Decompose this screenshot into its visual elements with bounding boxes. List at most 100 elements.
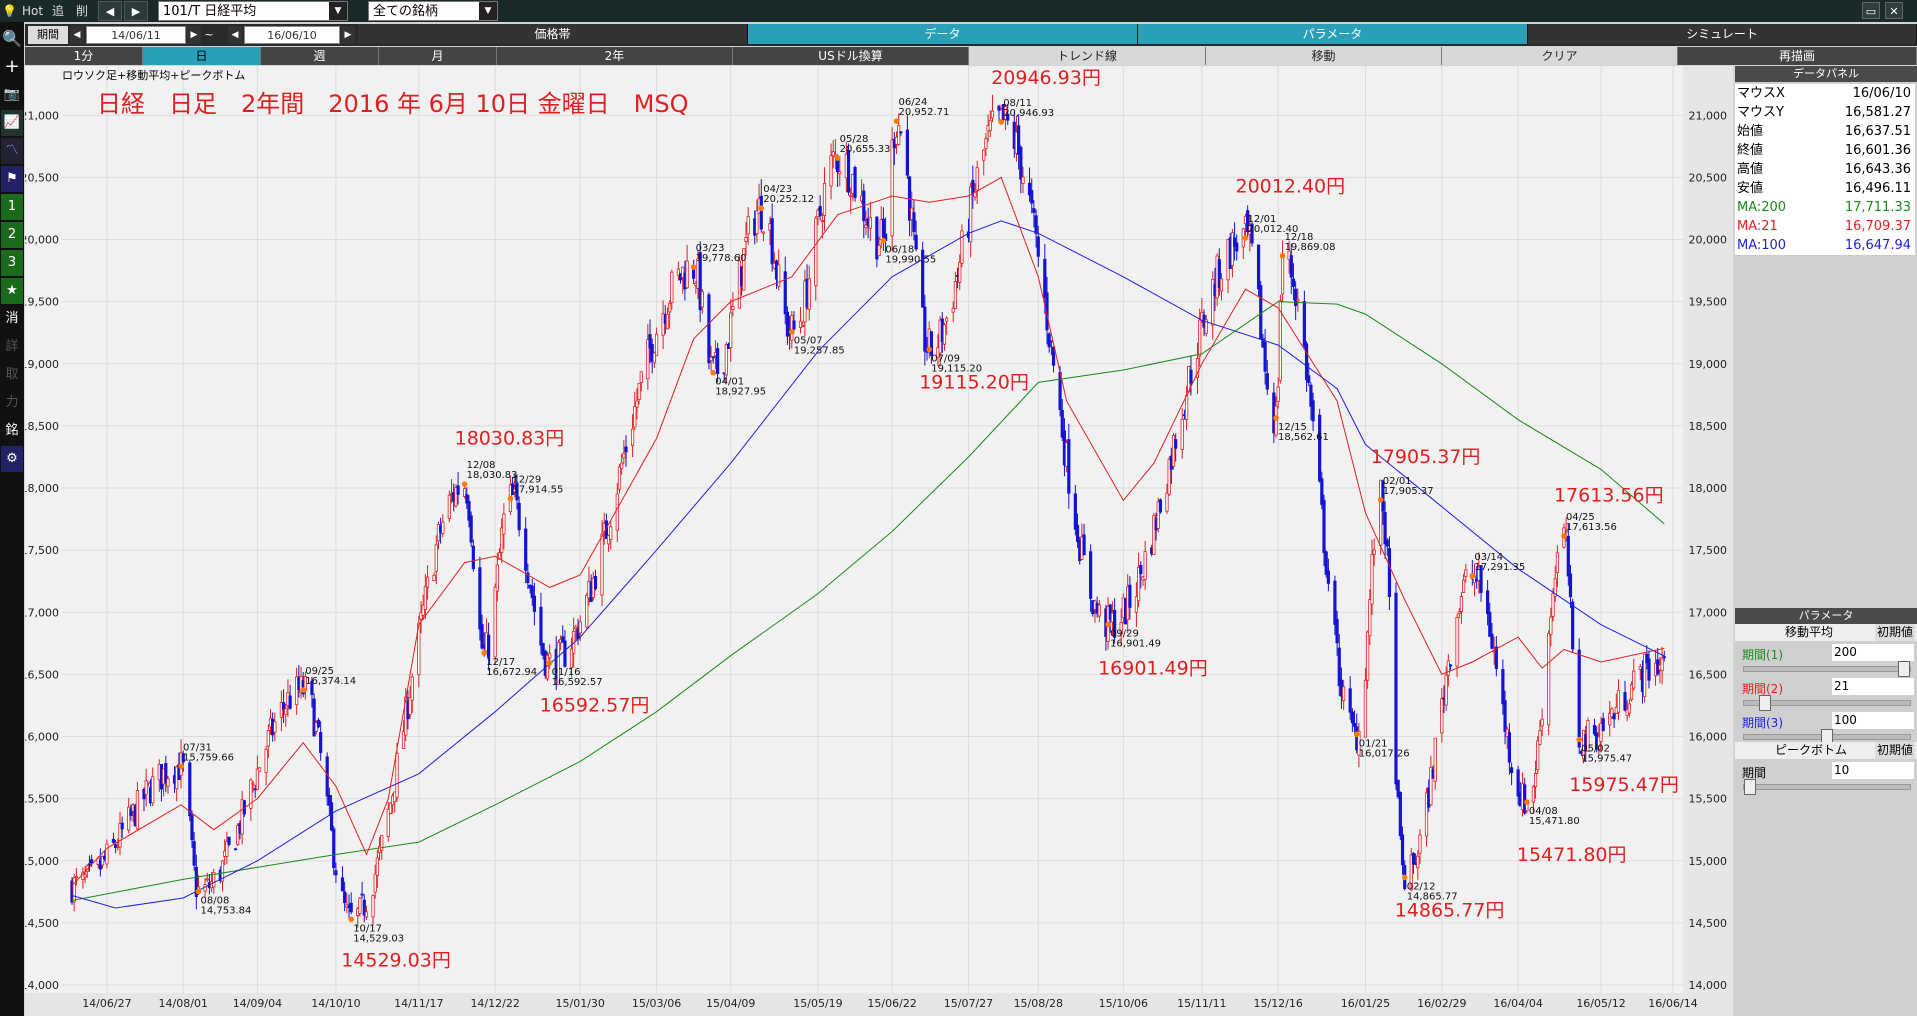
candle-body — [617, 466, 622, 490]
camera-tool-icon[interactable]: 📷 — [3, 87, 21, 102]
preset-1-button[interactable]: 1 — [1, 194, 23, 220]
candle-body — [360, 893, 364, 896]
chart-tool-icon[interactable]: 📈 — [1, 110, 23, 136]
candle-body — [465, 494, 469, 504]
candle-body — [192, 841, 196, 866]
hot-button[interactable]: Hot — [22, 4, 44, 18]
reset-pb-button[interactable]: 初期値 — [1874, 742, 1915, 759]
erase-button[interactable]: 消 — [5, 311, 19, 326]
param-value-input[interactable]: 21 — [1832, 678, 1914, 695]
candle-body — [1444, 674, 1448, 706]
minimize-button[interactable]: ▭ — [1862, 2, 1880, 19]
tab-weekly[interactable]: 週 — [261, 47, 379, 65]
tab-1min[interactable]: 1分 — [25, 47, 143, 65]
next-symbol-button[interactable]: ▶ — [124, 1, 148, 21]
chevron-right-icon[interactable]: ▶ — [341, 26, 355, 44]
symbol-select[interactable]: 101/T 日経平均 ▼ — [158, 1, 348, 21]
chevron-down-icon[interactable]: ▼ — [479, 2, 497, 20]
candle-body — [500, 527, 504, 553]
input-button[interactable]: 力 — [5, 395, 19, 410]
price-chart[interactable]: 14,000 14,000 14,500 14,500 15,000 15,000 15,5… — [25, 66, 1733, 1016]
delete-button[interactable]: 削 — [76, 4, 89, 18]
candle-body — [1568, 573, 1573, 598]
date-to-input[interactable]: 16/06/10 — [244, 26, 340, 44]
param-value-input[interactable]: 200 — [1832, 644, 1914, 661]
chevron-left-icon[interactable]: ◀ — [70, 26, 84, 44]
close-button[interactable]: ✕ — [1885, 2, 1903, 19]
peak-date-label: 07/31 — [183, 742, 212, 753]
candle-body — [761, 231, 766, 234]
tab-parameter[interactable]: パラメータ — [1138, 24, 1528, 44]
prev-symbol-button[interactable]: ◀ — [98, 1, 122, 21]
tab-2year[interactable]: 2年 — [497, 47, 733, 65]
candle-body — [1320, 478, 1324, 505]
line-tool-icon[interactable]: 〽 — [1, 138, 23, 164]
chevron-down-icon[interactable]: ▼ — [329, 2, 347, 20]
param-value-input[interactable]: 10 — [1832, 762, 1914, 779]
detail-button[interactable]: 詳 — [5, 339, 19, 354]
tab-usd[interactable]: USドル換算 — [733, 47, 969, 65]
search-tool-icon[interactable]: 🔍 — [2, 29, 22, 48]
candle-body — [1531, 786, 1536, 803]
param-slider[interactable] — [1743, 695, 1911, 711]
price-annotation: 15975.47円 — [1569, 774, 1679, 796]
tab-redraw[interactable]: 再描画 — [1678, 47, 1917, 65]
candle-body — [807, 278, 811, 310]
tab-daily[interactable]: 日 — [143, 47, 261, 65]
date-from-input[interactable]: 14/06/11 — [86, 26, 186, 44]
peak-value-label: 16,592.57 — [552, 677, 603, 688]
gear-icon[interactable]: ⚙ — [1, 446, 23, 472]
candle-body — [1167, 459, 1171, 495]
flag-tool-icon[interactable]: ⚑ — [1, 166, 23, 192]
candle-body — [447, 494, 451, 519]
peak-value-label: 15,759.66 — [183, 752, 234, 763]
add-button[interactable]: 追 — [52, 4, 65, 18]
star-button[interactable]: ★ — [1, 278, 23, 304]
candle-body — [1457, 611, 1461, 615]
tab-simulate[interactable]: シミュレート — [1528, 24, 1917, 44]
slider-knob[interactable] — [1898, 661, 1910, 677]
tab-monthly[interactable]: 月 — [379, 47, 497, 65]
chart-area[interactable]: 14,000 14,000 14,500 14,500 15,000 15,000 15,5… — [25, 66, 1733, 1016]
stock-button[interactable]: 銘 — [5, 423, 19, 438]
peak-marker — [1377, 496, 1384, 503]
panel-row-key: 終値 — [1737, 143, 1764, 158]
param-value-input[interactable]: 100 — [1832, 712, 1914, 729]
candle-body — [912, 212, 916, 232]
chevron-left-icon[interactable]: ◀ — [228, 26, 242, 44]
reset-ma-button[interactable]: 初期値 — [1874, 624, 1915, 641]
tab-data[interactable]: データ — [748, 24, 1138, 44]
candle-body — [849, 195, 853, 198]
crosshair-tool-icon[interactable]: + — [4, 56, 20, 77]
preset-3-button[interactable]: 3 — [1, 250, 23, 276]
param-slider[interactable] — [1743, 779, 1911, 795]
candle-body — [1551, 593, 1555, 617]
candle-body — [1075, 524, 1080, 542]
param-slider[interactable] — [1743, 729, 1911, 745]
candle-body — [478, 567, 482, 630]
preset-2-button[interactable]: 2 — [1, 222, 23, 248]
candle-body — [240, 799, 244, 835]
tab-clear[interactable]: クリア — [1442, 47, 1678, 65]
filter-select[interactable]: 全ての銘柄 ▼ — [368, 1, 498, 21]
candle-body — [770, 218, 774, 265]
tab-move[interactable]: 移動 — [1206, 47, 1442, 65]
slider-knob[interactable] — [1744, 779, 1756, 795]
candle-body — [742, 248, 746, 291]
y-tick-label-right: 21,000 — [1689, 109, 1728, 122]
slider-knob[interactable] — [1759, 695, 1772, 711]
peak-value-label: 19,257.85 — [794, 346, 845, 357]
chart-grid — [25, 66, 1733, 1016]
candle-body — [517, 502, 521, 531]
candle-body — [729, 312, 733, 348]
chevron-right-icon[interactable]: ▶ — [187, 26, 201, 44]
bulb-icon[interactable]: 💡 — [2, 4, 17, 18]
candle-body — [120, 822, 124, 830]
tab-trendline[interactable]: トレンド線 — [969, 47, 1206, 65]
peak-date-label: 12/18 — [1285, 232, 1314, 243]
param-slider[interactable] — [1743, 661, 1911, 677]
tab-price-band[interactable]: 価格帯 — [358, 24, 748, 44]
peak-value-label: 19,869.08 — [1285, 242, 1336, 253]
fetch-button[interactable]: 取 — [5, 367, 19, 382]
candle-body — [1232, 237, 1237, 247]
